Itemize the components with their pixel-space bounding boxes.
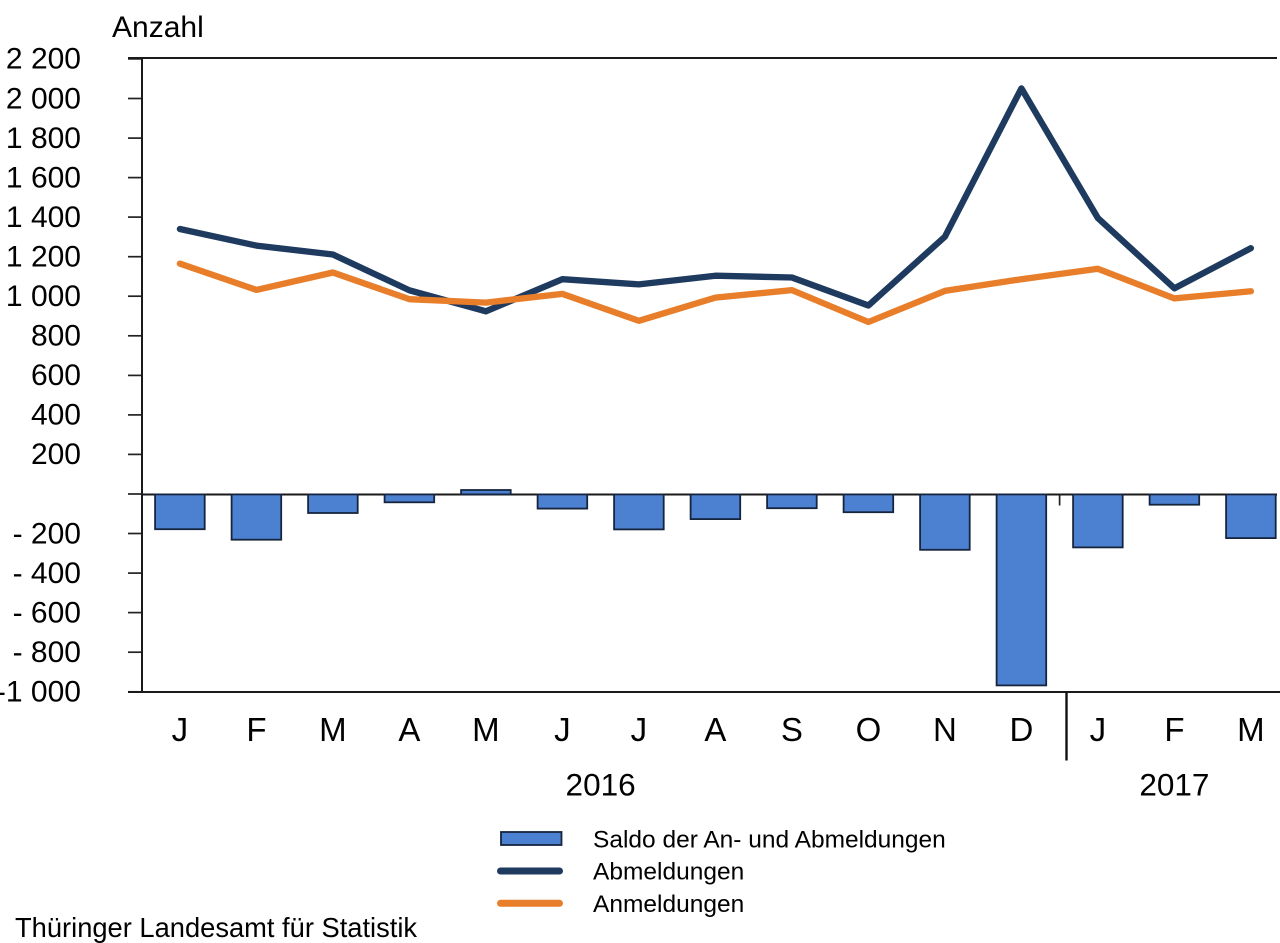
svg-text:J: J — [1090, 711, 1107, 748]
svg-text:1 800: 1 800 — [6, 122, 81, 155]
svg-text:M: M — [1237, 711, 1265, 748]
svg-text:400: 400 — [31, 399, 81, 432]
svg-text:- 600: - 600 — [13, 596, 81, 629]
svg-text:J: J — [631, 711, 648, 748]
svg-text:F: F — [246, 711, 266, 748]
svg-text:2 000: 2 000 — [6, 82, 81, 115]
svg-text:J: J — [172, 711, 189, 748]
svg-text:2 200: 2 200 — [6, 43, 81, 76]
svg-text:A: A — [398, 711, 420, 748]
svg-text:Saldo der An- und Abmeldungen: Saldo der An- und Abmeldungen — [593, 826, 946, 853]
svg-text:1 200: 1 200 — [6, 241, 81, 274]
svg-text:- 800: - 800 — [13, 636, 81, 669]
svg-text:F: F — [1164, 711, 1184, 748]
svg-text:A: A — [704, 711, 726, 748]
svg-text:N: N — [933, 711, 957, 748]
svg-text:Anmeldungen: Anmeldungen — [593, 891, 744, 918]
svg-text:2017: 2017 — [1139, 767, 1209, 803]
svg-text:S: S — [781, 711, 803, 748]
svg-text:M: M — [319, 711, 347, 748]
svg-text:Thüringer Landesamt für Statis: Thüringer Landesamt für Statistik — [15, 912, 417, 943]
svg-text:J: J — [554, 711, 571, 748]
svg-text:600: 600 — [31, 359, 81, 392]
svg-text:Anzahl: Anzahl — [112, 11, 204, 44]
svg-text:O: O — [856, 711, 882, 748]
svg-text:- 400: - 400 — [13, 557, 81, 590]
svg-text:200: 200 — [31, 438, 81, 471]
svg-text:1 400: 1 400 — [6, 201, 81, 234]
svg-text:D: D — [1009, 711, 1033, 748]
svg-text:800: 800 — [31, 320, 81, 353]
svg-text:- 200: - 200 — [13, 517, 81, 550]
svg-text:1 000: 1 000 — [6, 280, 81, 313]
svg-text:-1 000: -1 000 — [0, 676, 81, 709]
svg-text:M: M — [472, 711, 500, 748]
svg-text:1 600: 1 600 — [6, 161, 81, 194]
svg-text:Abmeldungen: Abmeldungen — [593, 859, 744, 886]
svg-text:2016: 2016 — [566, 767, 636, 803]
